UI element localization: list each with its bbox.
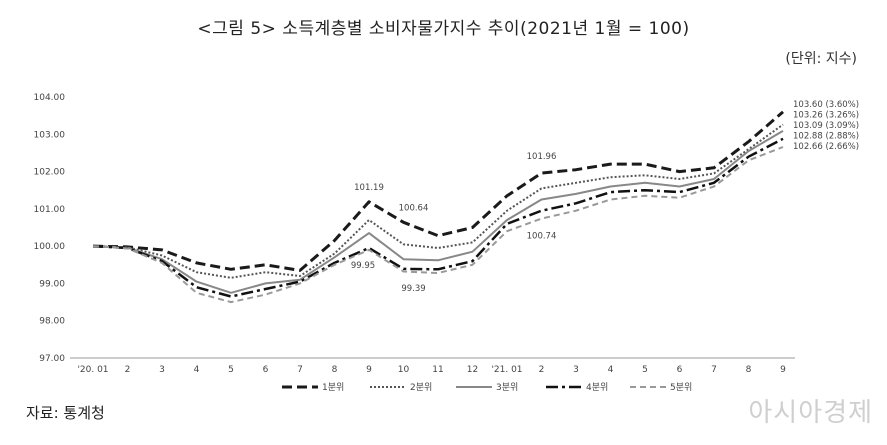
y-tick-label: 103.00 [34,130,66,140]
y-tick-label: 97.00 [39,354,65,364]
y-tick-label: 101.00 [34,205,66,215]
data-annotations: 101.19 100.64 99.95 99.39 101.96 100.74 [351,152,557,294]
x-tick-label: 3 [573,365,579,375]
series-line-4 [92,137,784,298]
series-line-2 [92,123,784,279]
x-tick-label: 10 [398,365,410,375]
y-tick-label: 104.00 [34,93,66,103]
y-tick-label: 98.00 [39,317,65,327]
y-tick-label: 99.00 [39,279,65,289]
x-tick-label: 6 [677,365,683,375]
x-tick-label: 3 [159,365,165,375]
series-lines [92,110,784,304]
unit-label: (단위: 지수) [785,51,857,67]
end-label: 103.09 (3.09%) [793,121,859,131]
end-labels: 103.60 (3.60%)103.26 (3.26%)103.09 (3.09… [793,100,859,152]
watermark-logo: 아시아경제 [748,398,873,428]
x-tick-label: 4 [194,365,200,375]
x-tick-label: 6 [263,365,269,375]
y-tick-label: 102.00 [34,168,66,178]
y-axis: 97.00 98.00 99.00 100.00 101.00 102.00 103.00 1… [34,93,66,364]
legend-label: 5분위 [670,382,692,393]
data-label: 101.96 [527,152,557,162]
legend-label: 1분위 [322,382,344,393]
x-tick-label: 5 [228,365,234,375]
data-label: 99.39 [401,284,425,294]
x-tick-label: 4 [608,365,614,375]
data-label: 100.64 [399,203,429,213]
end-label: 102.66 (2.66%) [793,142,859,152]
x-axis: '20. 01 2 3 4 5 6 7 8 9 10 11 12 '21. 01 2 3 4 5 6 7 8 9 [70,357,795,375]
legend-label: 4분위 [586,382,608,393]
legend-label: 2분위 [410,382,432,393]
x-tick-label: '21. 01 [491,365,522,375]
x-tick-label: 9 [780,365,786,375]
x-tick-label: 7 [711,365,717,375]
data-label: 99.95 [351,261,375,271]
source-label: 자료: 통계청 [26,404,105,422]
x-tick-label: 2 [125,365,131,375]
x-tick-label: '20. 01 [77,365,108,375]
x-tick-label: 8 [746,365,752,375]
x-tick-label: 8 [332,365,338,375]
x-tick-label: 12 [467,365,478,375]
x-tick-label: 7 [297,365,303,375]
x-tick-label: 11 [432,365,443,375]
series-line-1 [92,110,784,272]
end-label: 103.26 (3.26%) [793,111,859,121]
end-label: 102.88 (2.88%) [793,132,859,142]
chart-title: <그림 5> 소득계층별 소비자물가지수 추이(2021년 1월 = 100) [197,19,690,39]
x-tick-label: 5 [642,365,648,375]
end-label: 103.60 (3.60%) [793,100,859,110]
legend-label: 3분위 [496,382,518,393]
series-line-3 [92,130,784,294]
y-tick-label: 100.00 [34,242,66,252]
data-label: 100.74 [527,232,557,242]
legend: 1분위 2분위 3분위 4분위 5분위 [282,382,692,393]
data-label: 101.19 [354,183,384,193]
x-tick-label: 9 [366,365,372,375]
x-tick-label: 2 [539,365,545,375]
